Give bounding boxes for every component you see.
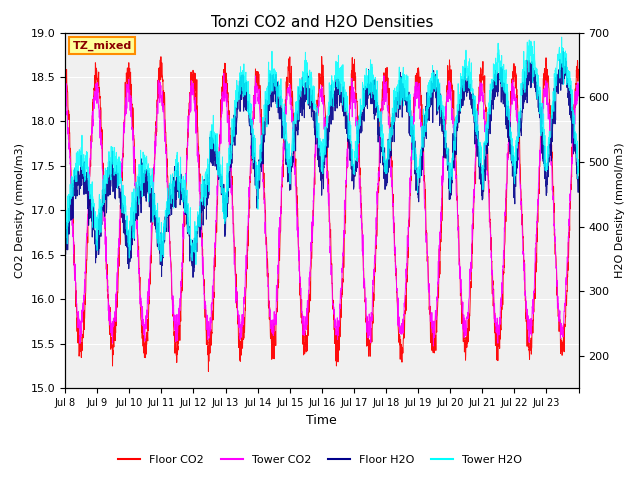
Y-axis label: H2O Density (mmol/m3): H2O Density (mmol/m3) — [615, 143, 625, 278]
Legend: Floor CO2, Tower CO2, Floor H2O, Tower H2O: Floor CO2, Tower CO2, Floor H2O, Tower H… — [113, 451, 527, 469]
Title: Tonzi CO2 and H2O Densities: Tonzi CO2 and H2O Densities — [211, 15, 433, 30]
Y-axis label: CO2 Density (mmol/m3): CO2 Density (mmol/m3) — [15, 143, 25, 278]
X-axis label: Time: Time — [307, 414, 337, 427]
Text: TZ_mixed: TZ_mixed — [73, 41, 132, 51]
